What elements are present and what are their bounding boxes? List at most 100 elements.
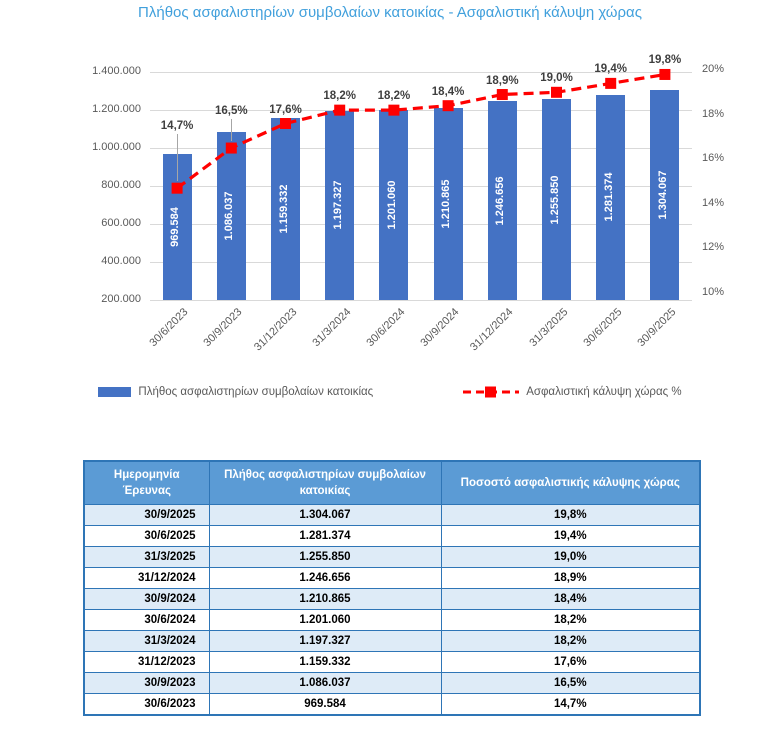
line-series-swatch (463, 386, 520, 398)
plot-gridline (150, 300, 692, 301)
coverage-pct-label: 19,8% (648, 54, 682, 67)
left-axis-tick: 1.400.000 (92, 65, 141, 77)
coverage-line (176, 72, 666, 190)
chart-legend: Πλήθος ασφαλιστηρίων συμβολαίων κατοικία… (60, 383, 720, 401)
coverage-pct-label: 18,2% (377, 90, 411, 103)
cell-coverage-pct: 18,9% (440, 567, 701, 590)
table-row: 31/12/2023 1.159.332 17,6% (83, 651, 701, 674)
cell-coverage-pct: 14,7% (440, 693, 701, 716)
cell-coverage-pct: 19,4% (440, 525, 701, 548)
cell-coverage-pct: 18,2% (440, 609, 701, 632)
data-label-leader-line (231, 119, 233, 142)
plot-gridline (150, 110, 692, 111)
line-point-marker (605, 77, 617, 89)
cell-policy-count: 1.201.060 (208, 609, 442, 632)
header-coverage-pct: Ποσοστό ασφαλιστικής κάλυψης χώρας (440, 460, 701, 506)
cell-survey-date: 31/3/2024 (83, 630, 210, 653)
policy-count-bar (542, 99, 571, 300)
cell-coverage-pct: 19,0% (440, 546, 701, 569)
data-table: Ημερομηνία Έρευνας Πλήθος ασφαλιστηρίων … (83, 460, 701, 717)
line-point-marker (659, 68, 671, 80)
cell-survey-date: 30/9/2025 (83, 504, 210, 527)
line-point-marker (551, 86, 562, 98)
chart-title: Πλήθος ασφαλιστηρίων συμβολαίων κατοικία… (138, 4, 642, 21)
cell-policy-count: 1.255.850 (208, 546, 442, 569)
coverage-pct-label: 18,9% (485, 74, 519, 87)
bar-series-swatch (98, 387, 132, 397)
table-row: 31/3/2025 1.255.850 19,0% (83, 546, 701, 569)
cell-survey-date: 30/6/2025 (83, 525, 210, 548)
line-point-marker (171, 182, 183, 194)
policy-count-bar (271, 117, 300, 300)
legend-item-coverage: Ασφαλιστική κάλυψη χώρας % (463, 386, 682, 398)
cell-policy-count: 1.197.327 (208, 630, 442, 653)
cell-survey-date: 31/12/2024 (83, 567, 210, 590)
table-row: 31/12/2024 1.246.656 18,9% (83, 567, 701, 590)
cell-survey-date: 30/9/2024 (83, 588, 210, 611)
table-row: 30/6/2025 1.281.374 19,4% (83, 525, 701, 548)
header-policy-count: Πλήθος ασφαλιστηρίων συμβολαίων κατοικία… (208, 460, 442, 506)
policy-count-bar (216, 131, 246, 300)
line-point-marker (442, 100, 454, 112)
policy-count-bar (650, 90, 680, 300)
coverage-pct-label: 17,6% (269, 103, 302, 116)
right-axis-tick: 10% (702, 286, 725, 298)
policy-count-bar (379, 109, 409, 300)
cell-survey-date: 30/6/2023 (83, 693, 210, 716)
line-point-marker (225, 142, 237, 154)
legend-item-policies: Πλήθος ασφαλιστηρίων συμβολαίων κατοικία… (98, 386, 373, 398)
plot-gridline (150, 224, 692, 225)
cell-policy-count: 1.304.067 (208, 504, 442, 527)
header-date: Ημερομηνία Έρευνας (83, 460, 210, 506)
plot-gridline (150, 72, 692, 73)
coverage-pct-label: 19,4% (594, 63, 627, 76)
table-row: 30/6/2024 1.201.060 18,2% (83, 609, 701, 632)
line-point-marker (388, 104, 400, 116)
policy-count-bar (487, 101, 517, 300)
right-axis-tick: 16% (702, 152, 725, 165)
legend-label-policies: Πλήθος ασφαλιστηρίων συμβολαίων κατοικία… (138, 386, 374, 398)
coverage-pct-label: 18,4% (431, 85, 465, 98)
cell-coverage-pct: 18,2% (440, 630, 701, 653)
left-axis-tick: 400.000 (101, 255, 141, 267)
policy-count-bar (433, 107, 463, 300)
line-point-marker (496, 89, 508, 101)
cell-policy-count: 1.246.656 (208, 567, 442, 590)
plot-gridline (150, 148, 692, 149)
right-axis-tick: 14% (702, 196, 725, 209)
cell-survey-date: 30/6/2024 (83, 609, 210, 632)
data-label-leader-line (177, 134, 179, 182)
plot-gridline (150, 186, 692, 187)
line-point-marker (334, 104, 346, 116)
left-axis-tick: 200.000 (101, 293, 141, 305)
right-axis-tick: 20% (702, 63, 725, 75)
policy-count-bar (325, 110, 355, 300)
table-row: 30/9/2025 1.304.067 19,8% (83, 504, 701, 527)
cell-coverage-pct: 17,6% (440, 651, 701, 674)
plot-gridline (150, 262, 692, 263)
right-axis-tick: 18% (702, 107, 725, 120)
left-axis-tick: 600.000 (101, 217, 141, 229)
cell-survey-date: 31/12/2023 (83, 651, 210, 674)
cell-policy-count: 969.584 (208, 693, 442, 716)
coverage-pct-label: 16,5% (214, 105, 248, 117)
cell-coverage-pct: 16,5% (440, 672, 701, 695)
cell-coverage-pct: 18,4% (440, 588, 701, 611)
table-row: 30/9/2024 1.210.865 18,4% (83, 588, 701, 611)
table-row: 30/9/2023 1.086.037 16,5% (83, 672, 701, 695)
table-row: 30/6/2023 969.584 14,7% (83, 693, 701, 716)
right-axis-tick: 12% (702, 241, 725, 254)
cell-policy-count: 1.159.332 (208, 651, 442, 674)
line-point-marker (280, 118, 291, 130)
legend-label-coverage: Ασφαλιστική κάλυψη χώρας % (526, 386, 682, 398)
table-row: 31/3/2024 1.197.327 18,2% (83, 630, 701, 653)
cell-policy-count: 1.086.037 (208, 672, 442, 695)
left-axis-tick: 1.000.000 (92, 141, 141, 153)
cell-survey-date: 31/3/2025 (83, 546, 210, 569)
coverage-pct-label: 18,2% (323, 90, 356, 103)
coverage-pct-label: 19,0% (540, 72, 573, 85)
cell-policy-count: 1.210.865 (208, 588, 442, 611)
cell-policy-count: 1.281.374 (208, 525, 442, 548)
